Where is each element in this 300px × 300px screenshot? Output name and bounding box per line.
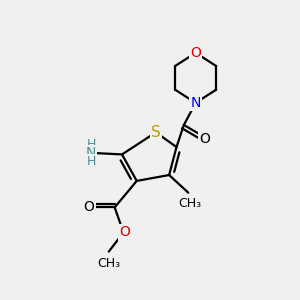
Text: CH₃: CH₃ (97, 257, 120, 270)
Text: N: N (86, 146, 96, 160)
Text: O: O (190, 46, 201, 60)
Text: CH₃: CH₃ (178, 197, 201, 210)
Text: S: S (151, 125, 161, 140)
Text: H: H (86, 138, 96, 151)
Text: H: H (86, 155, 96, 168)
Text: O: O (119, 225, 130, 239)
Text: O: O (199, 132, 210, 146)
Text: O: O (84, 200, 94, 214)
Text: N: N (190, 96, 201, 110)
